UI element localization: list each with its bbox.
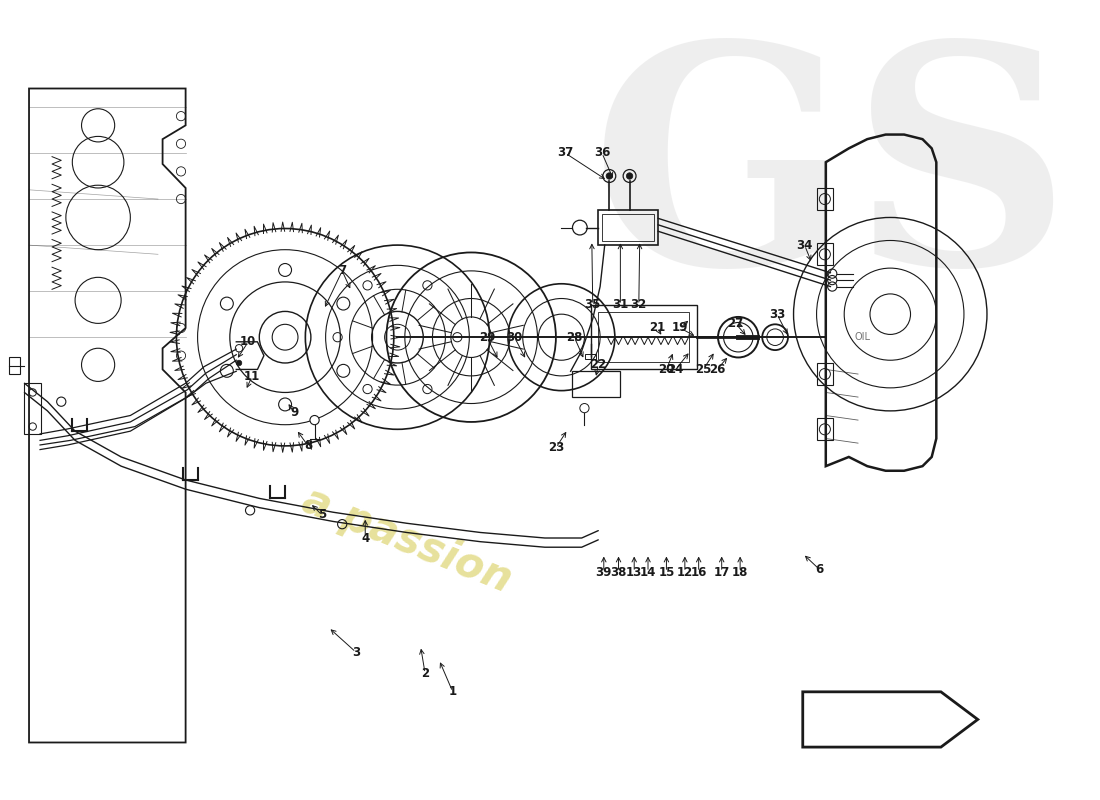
Bar — [816, 243, 833, 266]
Text: 29: 29 — [478, 330, 495, 344]
Bar — [816, 188, 833, 210]
Circle shape — [310, 415, 319, 425]
Text: GS: GS — [590, 33, 1071, 329]
Circle shape — [236, 360, 242, 366]
Text: 11: 11 — [244, 370, 260, 383]
Bar — [591, 305, 696, 370]
Text: 7: 7 — [338, 264, 346, 278]
Text: 34: 34 — [796, 238, 813, 251]
Text: 12: 12 — [676, 566, 693, 578]
Bar — [9, 358, 20, 374]
Text: 33: 33 — [769, 308, 785, 321]
Text: 5: 5 — [318, 509, 326, 522]
Text: 18: 18 — [732, 566, 748, 578]
Circle shape — [606, 173, 613, 179]
Text: 25: 25 — [695, 363, 712, 376]
Bar — [598, 312, 690, 362]
Text: 22: 22 — [590, 358, 606, 371]
Text: 23: 23 — [548, 442, 564, 454]
Text: 19: 19 — [672, 322, 689, 334]
Text: 2: 2 — [421, 667, 429, 680]
Bar — [816, 363, 833, 385]
Bar — [602, 214, 654, 242]
Text: 9: 9 — [290, 406, 298, 419]
Text: 8: 8 — [304, 439, 312, 452]
Text: 10: 10 — [240, 335, 256, 348]
Text: 1: 1 — [449, 686, 456, 698]
Text: 32: 32 — [630, 298, 647, 311]
Text: 17: 17 — [714, 566, 729, 578]
Text: 28: 28 — [566, 330, 583, 344]
Text: 3: 3 — [352, 646, 360, 658]
Text: 39: 39 — [595, 566, 612, 578]
Text: 16: 16 — [691, 566, 707, 578]
Text: 4: 4 — [361, 531, 370, 545]
Text: a passion: a passion — [296, 478, 518, 601]
Text: 20: 20 — [658, 363, 674, 376]
Text: 6: 6 — [815, 563, 824, 576]
Text: 14: 14 — [640, 566, 657, 578]
Bar — [585, 354, 596, 359]
Text: 37: 37 — [557, 146, 573, 159]
Bar — [572, 371, 620, 397]
Text: 13: 13 — [626, 566, 642, 578]
Text: 31: 31 — [613, 298, 628, 311]
Circle shape — [626, 173, 632, 179]
Text: 35: 35 — [584, 298, 601, 311]
Text: 15: 15 — [658, 566, 674, 578]
Text: 24: 24 — [668, 363, 684, 376]
Text: 36: 36 — [594, 146, 610, 159]
Bar — [24, 383, 41, 434]
Text: 30: 30 — [506, 330, 522, 344]
Text: 21: 21 — [649, 322, 666, 334]
Bar — [816, 418, 833, 440]
Text: 26: 26 — [708, 363, 725, 376]
Text: 27: 27 — [727, 317, 744, 330]
Bar — [598, 210, 658, 245]
Text: OIL: OIL — [855, 332, 870, 342]
Text: 38: 38 — [610, 566, 627, 578]
